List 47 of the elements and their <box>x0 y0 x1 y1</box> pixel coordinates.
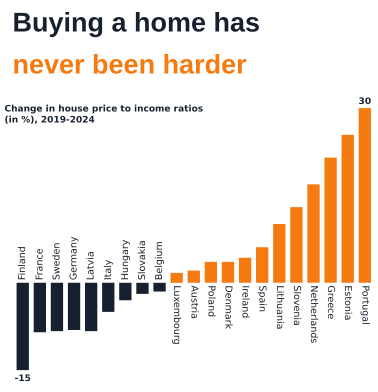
x-tick-label: Hungary <box>120 239 131 280</box>
x-tick-label: Slovakia <box>136 240 148 280</box>
x-tick-label: Germany <box>68 236 80 280</box>
annotation: Change in house price to income ratios (in %), 2019-2024 <box>4 104 204 126</box>
bar <box>34 282 46 332</box>
x-tick-label: Finland <box>17 246 28 280</box>
bar <box>204 262 218 283</box>
chart-subtitle: never been harder <box>12 50 248 80</box>
x-tick-label: Luxembourg <box>171 285 182 345</box>
bar <box>342 134 354 283</box>
x-tick-label: Greece <box>325 285 336 320</box>
bar <box>358 108 371 283</box>
x-tick-label: Lithuania <box>274 285 285 330</box>
x-tick-label: Italy <box>102 259 114 280</box>
x-tick-label: France <box>34 248 46 280</box>
bar <box>222 262 234 283</box>
bar <box>170 272 183 283</box>
bar <box>119 282 132 300</box>
bar <box>68 282 80 330</box>
x-tick-label: Poland <box>205 285 216 318</box>
bar <box>324 158 337 283</box>
x-tick-label: Belgium <box>154 241 166 280</box>
bar <box>153 282 166 292</box>
bar <box>84 282 98 332</box>
x-tick-label: Sweden <box>51 242 62 280</box>
x-tick-label: Denmark <box>222 285 234 330</box>
data-label: -15 <box>14 374 31 384</box>
bar <box>102 282 114 312</box>
bar <box>16 282 29 370</box>
bar <box>238 258 252 283</box>
bar <box>50 282 64 332</box>
bar <box>136 282 149 294</box>
x-tick-label: Portugal <box>359 285 370 325</box>
x-tick-label: Latvia <box>86 251 97 280</box>
x-tick-label: Spain <box>256 285 268 312</box>
bar <box>188 270 200 283</box>
chart-title: Buying a home has <box>12 8 260 38</box>
x-tick-label: Netherlands <box>308 285 320 344</box>
x-tick-label: Slovenia <box>290 285 302 326</box>
data-label: 30 <box>358 97 372 108</box>
bar <box>256 247 268 283</box>
bar <box>307 184 320 283</box>
x-tick-label: Austria <box>188 285 200 319</box>
x-tick-label: Estonia <box>342 285 354 320</box>
x-tick-label: Ireland <box>240 285 251 318</box>
bar <box>273 224 286 283</box>
bar <box>290 207 303 283</box>
